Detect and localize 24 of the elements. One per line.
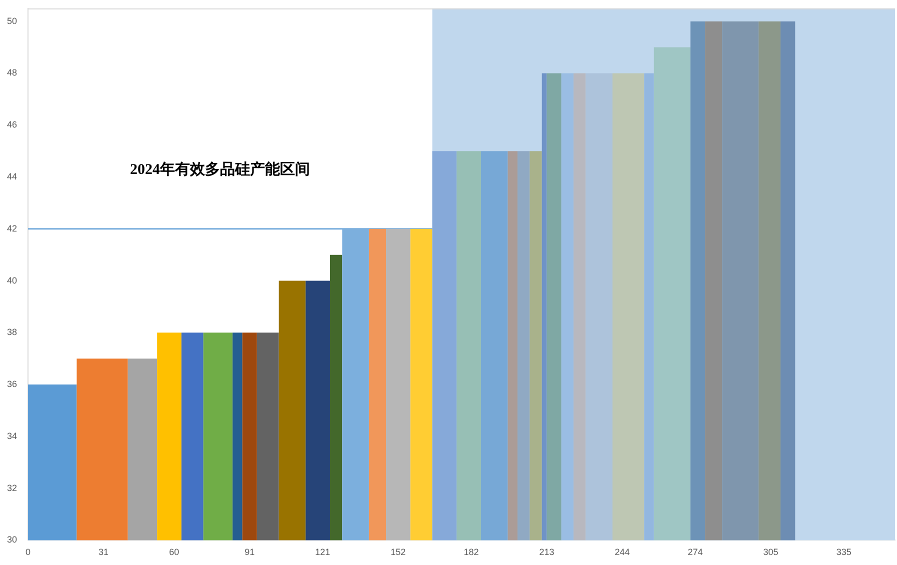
annotation: 2024年有效多品硅产能区间 <box>130 160 310 178</box>
y-tick-label: 50 <box>6 16 18 26</box>
x-tick-label: 60 <box>169 547 180 558</box>
y-tick-label: 38 <box>6 327 18 338</box>
y-tick-label: 46 <box>6 120 18 130</box>
y-tick-label: 44 <box>6 172 18 182</box>
y-tick-label: 40 <box>6 275 18 286</box>
x-tick-label: 31 <box>98 547 109 558</box>
y-tick-label: 34 <box>6 430 18 441</box>
x-tick-label: 244 <box>614 547 630 558</box>
x-tick-label: 91 <box>244 547 255 558</box>
x-tick-label: 121 <box>315 547 330 558</box>
y-tick-label: 30 <box>6 534 18 545</box>
y-tick-label: 32 <box>6 482 18 493</box>
x-tick-label: 152 <box>390 547 406 558</box>
x-tick-label: 213 <box>539 547 554 558</box>
x-tick-label: 335 <box>836 547 852 558</box>
y-tick-label: 42 <box>6 223 18 234</box>
x-tick-label: 274 <box>688 547 703 558</box>
x-tick-label: 305 <box>763 547 778 558</box>
x-tick-label: 182 <box>464 547 479 558</box>
x-tick-label: 0 <box>26 547 31 558</box>
y-tick-label: 36 <box>6 379 18 390</box>
y-tick-label: 48 <box>6 68 18 78</box>
